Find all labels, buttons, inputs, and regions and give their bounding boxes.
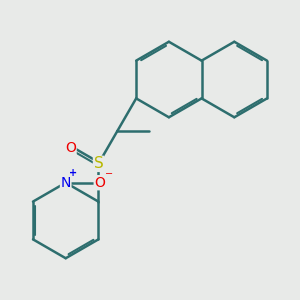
Text: S: S <box>94 156 103 171</box>
Text: O: O <box>65 141 76 155</box>
Text: O: O <box>94 176 105 190</box>
Text: −: − <box>105 169 113 179</box>
Text: +: + <box>69 168 77 178</box>
Text: N: N <box>61 176 71 190</box>
